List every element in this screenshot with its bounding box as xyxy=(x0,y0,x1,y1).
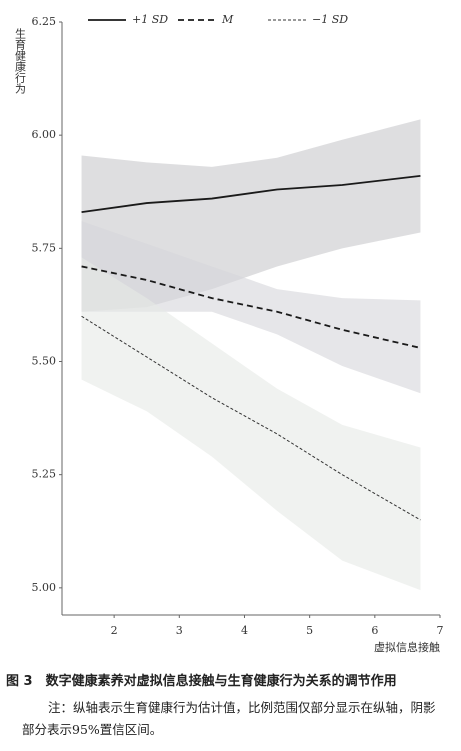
confidence-band xyxy=(81,257,421,591)
x-tick-label: 5 xyxy=(306,624,313,637)
legend-label: +1 SD xyxy=(132,13,168,26)
x-tick-label: 6 xyxy=(371,624,378,637)
series-line xyxy=(81,315,421,521)
x-axis-label: 虚拟信息接触 xyxy=(374,640,440,654)
y-tick-label: 5.50 xyxy=(32,355,57,368)
caption: 图 3 数字健康素养对虚拟信息接触与生育健康行为关系的调节作用 xyxy=(6,674,397,689)
x-tick-label: 4 xyxy=(241,624,248,637)
y-tick-label: 5.25 xyxy=(32,468,57,481)
y-tick-label: 6.00 xyxy=(32,128,57,141)
series-line xyxy=(81,265,421,349)
y-axis-label: 生育健康行为 xyxy=(14,27,27,94)
legend-label: M xyxy=(221,13,234,26)
x-tick-label: 2 xyxy=(111,624,118,637)
y-tick-label: 6.25 xyxy=(32,15,57,28)
y-tick-label: 5.00 xyxy=(32,581,57,594)
x-tick-label: 3 xyxy=(176,624,183,637)
y-tick-label: 5.75 xyxy=(32,241,57,254)
legend-label: −1 SD xyxy=(312,13,348,26)
x-tick-label: 7 xyxy=(437,624,444,637)
series-line xyxy=(81,175,421,214)
chart: 生育健康行为 虚拟信息接触 5.00 5.25 5.50 5.75 6.00 6.25 2 3… xyxy=(14,13,444,654)
note: 注：纵轴表示生育健康行为估计值，比例范围仅部分显示在纵轴，阴影部分表示95%置信… xyxy=(22,700,436,737)
